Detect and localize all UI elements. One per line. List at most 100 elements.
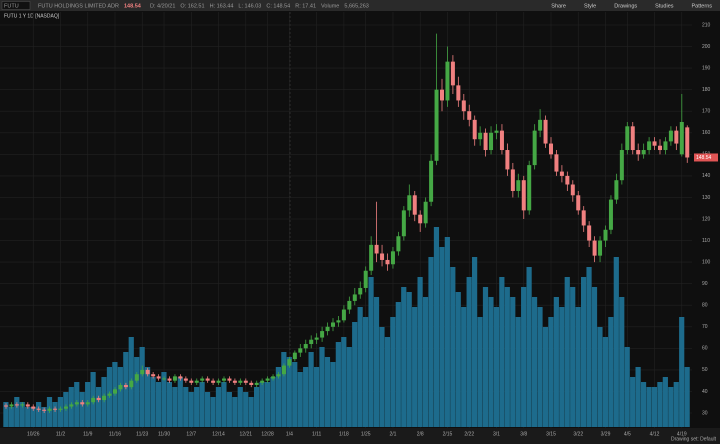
toolbar-button[interactable]: Drawings [614,3,637,9]
volume-bar [608,317,614,427]
candle-body [576,195,581,211]
volume-bar [679,317,685,427]
x-tick-label: 12/7 [186,431,196,437]
y-tick-label: 90 [702,281,708,287]
y-tick-label: 70 [702,324,708,330]
candle-body [172,376,177,381]
volume-bar [417,277,423,427]
x-tick-label: 2/8 [417,431,424,437]
volume-bar [183,387,189,427]
volume-bar [281,352,287,427]
volume-bar [406,292,412,427]
candle-body [385,259,390,265]
candle-body [96,397,101,401]
volume-bar [25,407,31,427]
x-tick-label: 3/22 [573,431,583,437]
volume-bar [286,357,292,427]
volume-bar [36,402,42,427]
volume-bar [428,257,434,427]
candle-body [434,89,439,161]
candle-body [450,61,455,86]
x-tick-label: 11/16 [109,431,121,437]
candle-body [603,229,608,241]
volume-bar [390,317,396,427]
volume-bar [117,367,123,427]
volume-bar [161,372,167,427]
symbol[interactable]: FUTU [4,3,19,9]
candle-body [619,150,624,181]
volume-bar [188,392,194,427]
x-tick-label: 1/25 [361,431,371,437]
candle-body [47,408,52,411]
y-tick-label: 160 [702,130,711,136]
candle-body [4,405,8,407]
candle-body [303,344,308,349]
candle-body [145,369,150,375]
candle-body [162,378,167,380]
symbol-box[interactable] [1,1,31,10]
volume-bar [602,337,608,427]
volume-bar [422,297,429,427]
candle-body [194,380,199,383]
volume-bar [504,287,510,427]
drawing-set[interactable]: Drawing set: Default [671,436,717,442]
x-tick-label: 4/5 [624,431,631,437]
candle-body [652,141,657,146]
candle-body [390,251,395,265]
y-tick-label: 170 [702,109,711,115]
volume-bar [515,317,521,427]
volume-bar [226,392,232,427]
candle-body [189,380,194,383]
candle-body [336,320,341,323]
volume-bar [303,367,309,427]
volume-bar [297,372,303,427]
toolbar-button[interactable]: Patterns [692,3,713,9]
y-tick-label: 40 [702,389,708,395]
candle-body [292,352,297,360]
candle-body [113,389,117,394]
volume-bar [624,347,630,427]
volume-bar [139,347,145,427]
volume-bar [553,297,559,427]
candle-body [320,331,325,338]
candle-body [352,294,357,301]
candle-body [80,402,85,405]
volume-bar [199,382,205,427]
candle-body [151,374,156,377]
candle-body [423,201,428,224]
volume-bar [204,392,211,427]
volume-bar [95,387,102,427]
volume-bar [635,367,641,427]
volume-bar [330,362,336,427]
x-tick-label: 2/1 [389,431,396,437]
candle-body [598,240,603,256]
candle-body [592,240,597,256]
volume-bar [30,407,36,427]
volume-bar [461,307,467,427]
volume-bar [232,397,238,427]
candle-body [31,406,36,409]
y-tick-label: 80 [702,303,708,309]
volume-bar [123,352,129,427]
candle-body [396,236,401,252]
volume-bar [412,307,418,427]
volume-bar [324,357,331,427]
toolbar-button[interactable]: Share [551,3,566,9]
volume-bar [313,367,320,427]
candle-body [9,404,14,407]
toolbar-button[interactable]: Studies [655,3,674,9]
volume-bar [542,327,549,427]
candle-body [167,378,172,381]
candle-body [358,287,363,295]
volume-bar [395,302,401,427]
x-tick-label: 12/28 [261,431,274,437]
volume-bar [215,387,222,427]
volume-bar [237,387,243,427]
x-tick-label: 11/9 [83,431,93,437]
x-tick-label: 1/18 [339,431,349,437]
volume-bar [275,367,281,427]
volume-bar [537,307,543,427]
toolbar-button[interactable]: Style [584,3,596,9]
candle-body [85,402,90,405]
candle-body [341,309,346,321]
